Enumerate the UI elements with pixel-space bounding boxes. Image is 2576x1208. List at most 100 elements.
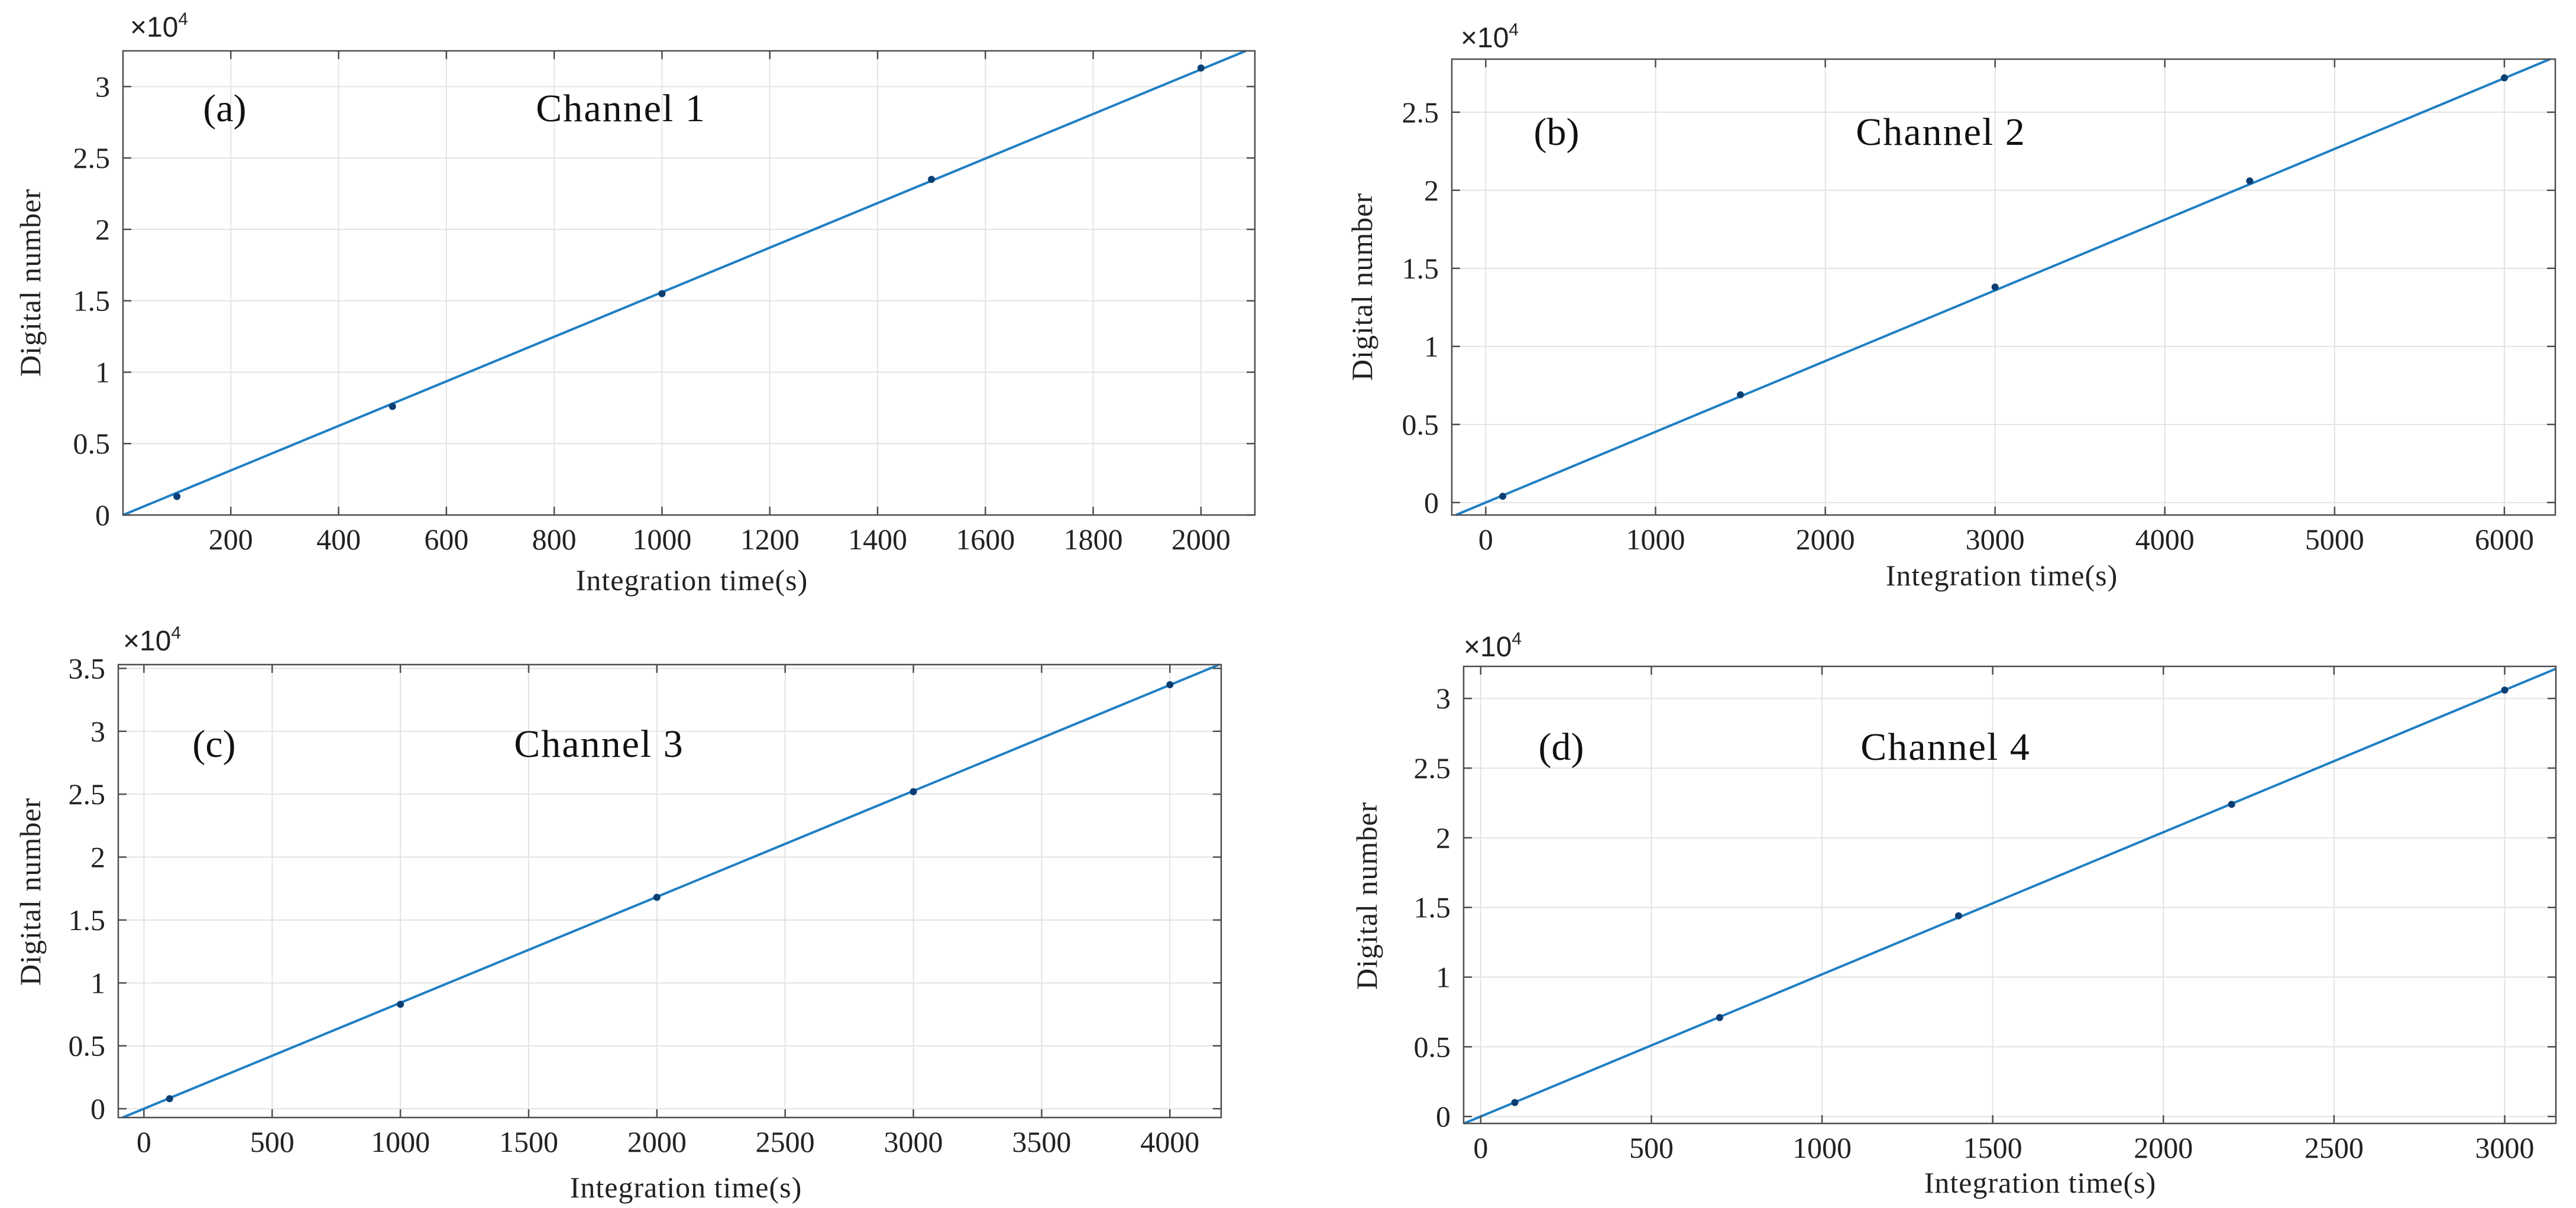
data-point — [653, 893, 661, 901]
x-tick-label: 1600 — [956, 523, 1015, 556]
y-tick-label: 1 — [1436, 961, 1451, 994]
y-tick-label: 1 — [95, 355, 110, 388]
data-point — [1197, 64, 1205, 72]
data-point — [1499, 493, 1507, 500]
x-tick-label: 0 — [1478, 523, 1493, 556]
data-point — [658, 290, 666, 297]
y-tick-label: 1.5 — [1414, 891, 1451, 924]
panel-label: (a) — [203, 87, 246, 130]
x-tick-label: 2000 — [2134, 1131, 2193, 1164]
y-axis-label: Digital number — [1350, 802, 1383, 990]
y-tick-label: 1.5 — [69, 903, 106, 937]
y-tick-label: 0.5 — [69, 1029, 106, 1063]
x-tick-label: 1000 — [632, 523, 691, 556]
x-tick-label: 3500 — [1012, 1125, 1071, 1158]
x-tick-label: 1000 — [371, 1125, 430, 1158]
data-point — [1737, 391, 1745, 399]
x-tick-label: 2000 — [1796, 523, 1855, 556]
y-tick-label: 2.5 — [1402, 96, 1439, 129]
y-tick-label: 3 — [90, 715, 105, 748]
x-tick-label: 4000 — [2135, 523, 2195, 556]
y-tick-label: 0.5 — [1414, 1030, 1451, 1063]
data-point — [2246, 177, 2254, 184]
data-point — [1954, 912, 1962, 919]
x-tick-label: 800 — [532, 523, 577, 556]
data-point — [389, 403, 396, 410]
x-tick-label: 0 — [137, 1125, 151, 1158]
y-tick-label: 0.5 — [73, 427, 111, 460]
x-tick-label: 1400 — [848, 523, 907, 556]
panel-a-channel-1: 200 400 600 800 1000 1200 1400 1600 1800 2000 0 0.5… — [14, 9, 1256, 597]
x-axis-label: Integration time(s) — [576, 563, 808, 597]
data-point — [1166, 681, 1174, 689]
x-tick-label: 1000 — [1626, 523, 1685, 556]
y-tick-label: 3.5 — [69, 652, 106, 685]
x-tick-label: 0 — [1473, 1131, 1488, 1164]
fit-line — [122, 663, 1220, 1119]
data-point — [910, 788, 917, 795]
y-tick-label: 1 — [1424, 330, 1439, 363]
y-tick-label: 1.5 — [73, 284, 111, 318]
x-tick-label: 200 — [209, 523, 253, 556]
chart-title: Channel 4 — [1860, 726, 2030, 769]
data-point — [928, 176, 936, 183]
x-tick-label: 4000 — [1140, 1125, 1199, 1158]
y-tick-label: 0.5 — [1402, 408, 1439, 441]
axes-frame — [122, 50, 1256, 516]
panel-label: (c) — [192, 723, 235, 766]
y-axis-label: Digital number — [1345, 193, 1378, 381]
x-tick-label: 1500 — [1963, 1131, 2022, 1164]
y-exponent-label: ×104 — [1461, 20, 1519, 54]
x-tick-label: 5000 — [2305, 523, 2364, 556]
axes-frame — [1462, 665, 2557, 1125]
x-axis-label: Integration time(s) — [1886, 559, 2118, 592]
data-point — [173, 493, 181, 500]
data-point — [1511, 1099, 1519, 1106]
x-tick-label: 2500 — [2305, 1131, 2364, 1164]
x-tick-label: 2000 — [627, 1125, 687, 1158]
y-tick-label: 2 — [90, 841, 105, 874]
x-tick-label: 500 — [250, 1125, 295, 1158]
x-tick-label: 3000 — [884, 1125, 943, 1158]
x-axis-label: Integration time(s) — [570, 1171, 802, 1204]
axes-frame — [1451, 58, 2556, 516]
x-tick-label: 2000 — [1172, 523, 1231, 556]
y-exponent-label: ×104 — [130, 9, 188, 43]
data-point — [166, 1095, 173, 1103]
y-tick-label: 0 — [90, 1092, 105, 1125]
x-tick-label: 1500 — [499, 1125, 558, 1158]
y-tick-label: 2 — [95, 213, 110, 246]
y-tick-label: 0 — [1424, 486, 1439, 519]
chart-title: Channel 1 — [536, 87, 706, 130]
x-tick-label: 1800 — [1064, 523, 1123, 556]
fit-line — [1455, 58, 2551, 516]
y-exponent-label: ×104 — [123, 623, 181, 657]
y-axis-label: Digital number — [14, 798, 47, 986]
y-tick-label: 2 — [1436, 821, 1451, 854]
fit-line — [1463, 668, 2556, 1125]
y-tick-label: 3 — [95, 70, 110, 103]
x-tick-label: 1000 — [1792, 1131, 1852, 1164]
y-axis-label: Digital number — [14, 189, 47, 377]
y-tick-label: 1 — [90, 966, 105, 999]
x-tick-label: 2500 — [756, 1125, 815, 1158]
data-point — [1991, 283, 1999, 291]
x-tick-label: 3000 — [2475, 1131, 2534, 1164]
y-tick-label: 2.5 — [1414, 752, 1451, 785]
y-tick-label: 2.5 — [73, 141, 111, 174]
x-tick-label: 400 — [316, 523, 361, 556]
panel-b-channel-2: 0 1000 2000 3000 4000 5000 6000 0 0.5 1 1.5 2 2.5 ×1… — [1345, 20, 2556, 592]
y-tick-label: 3 — [1436, 682, 1451, 715]
data-point — [397, 1000, 404, 1008]
data-point — [1716, 1013, 1723, 1021]
x-tick-label: 3000 — [1966, 523, 2025, 556]
chart-title: Channel 2 — [1856, 111, 2025, 154]
panel-d-channel-4: 0 500 1000 1500 2000 2500 3000 0 0.5 1 1.5 2 2.5 3 ×1… — [1350, 629, 2557, 1199]
x-tick-label: 600 — [424, 523, 468, 556]
y-tick-label: 2 — [1424, 174, 1439, 207]
data-point — [2501, 686, 2509, 694]
y-tick-label: 2.5 — [69, 778, 106, 811]
data-point — [2228, 801, 2235, 808]
data-point — [2500, 74, 2508, 82]
